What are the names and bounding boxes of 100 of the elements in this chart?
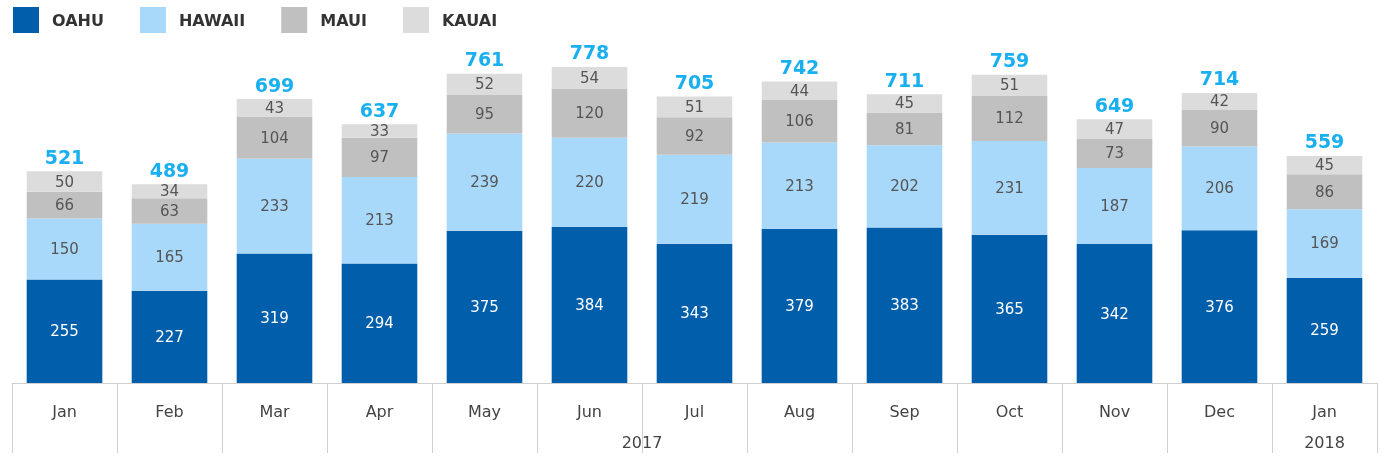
data-label: 120 [575, 104, 604, 123]
total-label: 778 [569, 41, 610, 64]
data-label: 202 [890, 177, 919, 196]
total-label: 711 [884, 68, 925, 91]
data-label: 343 [680, 304, 709, 323]
data-label: 383 [890, 296, 919, 315]
bar [971, 234, 1048, 383]
bar [26, 171, 103, 192]
legend-label: KAUAI [441, 10, 498, 30]
data-label: 233 [260, 197, 289, 216]
legend-label: OAHU [52, 10, 104, 30]
data-label: 34 [159, 182, 180, 201]
bar [236, 158, 313, 254]
x-tick-label: Dec [1204, 401, 1235, 421]
total-label: 521 [44, 145, 85, 168]
data-label: 342 [1100, 304, 1129, 323]
data-label: 227 [155, 327, 184, 346]
bar [131, 198, 208, 224]
bar [551, 88, 628, 138]
bar [446, 94, 523, 134]
data-label: 81 [894, 119, 915, 138]
data-label: 213 [785, 176, 814, 195]
data-label: 169 [1310, 234, 1339, 253]
total-label: 714 [1199, 67, 1240, 90]
bar [341, 263, 418, 383]
total-label: 649 [1094, 93, 1135, 116]
data-label: 66 [54, 196, 75, 215]
x-tick-label: May [467, 401, 502, 421]
data-label: 375 [470, 297, 499, 316]
data-label: 54 [579, 68, 600, 87]
data-label: 44 [789, 81, 810, 100]
data-label: 294 [365, 314, 394, 333]
data-label: 319 [260, 309, 289, 328]
data-label: 73 [1104, 144, 1125, 163]
bar [866, 227, 943, 383]
x-tick-label: Feb [155, 401, 184, 421]
x-tick-label: Mar [259, 401, 291, 421]
data-label: 187 [1100, 197, 1129, 216]
bar [971, 95, 1048, 141]
data-label: 220 [575, 173, 604, 192]
bar [446, 230, 523, 383]
x-tick-label: Aug [783, 401, 816, 421]
data-label: 384 [575, 296, 604, 314]
data-label: 95 [474, 105, 495, 124]
bar [866, 112, 943, 146]
data-label: 50 [54, 172, 75, 191]
total-label: 742 [779, 56, 820, 79]
data-label: 43 [264, 98, 285, 117]
data-label: 97 [369, 148, 390, 167]
bar [236, 116, 313, 159]
bar [551, 66, 628, 89]
bar [656, 117, 733, 155]
bar [551, 227, 628, 383]
bar [1076, 119, 1153, 139]
data-label: 106 [785, 111, 814, 130]
bar [236, 99, 313, 117]
total-label: 559 [1304, 130, 1345, 153]
bar [1076, 244, 1153, 383]
x-tick-label: Sep [889, 401, 920, 421]
x-tick-label: Nov [1098, 401, 1131, 421]
bar [761, 142, 838, 230]
data-label: 231 [995, 178, 1024, 197]
total-label: 699 [254, 73, 295, 96]
bar [656, 243, 733, 383]
bar [131, 223, 208, 291]
bar [761, 99, 838, 143]
bar [761, 229, 838, 383]
bar [446, 133, 523, 231]
x-tick-label: Jan [51, 401, 77, 421]
data-label: 206 [1205, 179, 1234, 198]
bar [131, 184, 208, 199]
bar [341, 137, 418, 178]
total-label: 705 [674, 71, 715, 94]
data-label: 52 [474, 75, 495, 94]
data-label: 45 [1314, 156, 1335, 175]
data-label: 92 [684, 127, 705, 145]
data-label: 63 [159, 201, 180, 220]
data-label: 255 [50, 322, 79, 341]
data-label: 45 [894, 94, 915, 113]
data-label: 104 [260, 128, 289, 147]
x-tick-label: Apr [365, 401, 394, 421]
bar [1286, 277, 1363, 383]
legend-label: MAUI [320, 10, 367, 30]
data-label: 213 [365, 211, 394, 230]
data-label: 33 [369, 121, 390, 140]
bar [1076, 138, 1153, 169]
bar [236, 253, 313, 383]
data-label: 379 [785, 297, 814, 316]
bar [1286, 209, 1363, 278]
bar [866, 145, 943, 228]
bar [341, 177, 418, 264]
bar [656, 154, 733, 244]
data-label: 219 [680, 190, 709, 209]
data-label: 259 [1310, 321, 1339, 340]
data-label: 51 [684, 97, 705, 116]
data-label: 90 [1209, 119, 1230, 138]
data-label: 42 [1209, 92, 1230, 111]
data-label: 51 [999, 76, 1020, 95]
total-label: 489 [149, 158, 190, 181]
x-tick-label: Oct [995, 401, 1024, 421]
